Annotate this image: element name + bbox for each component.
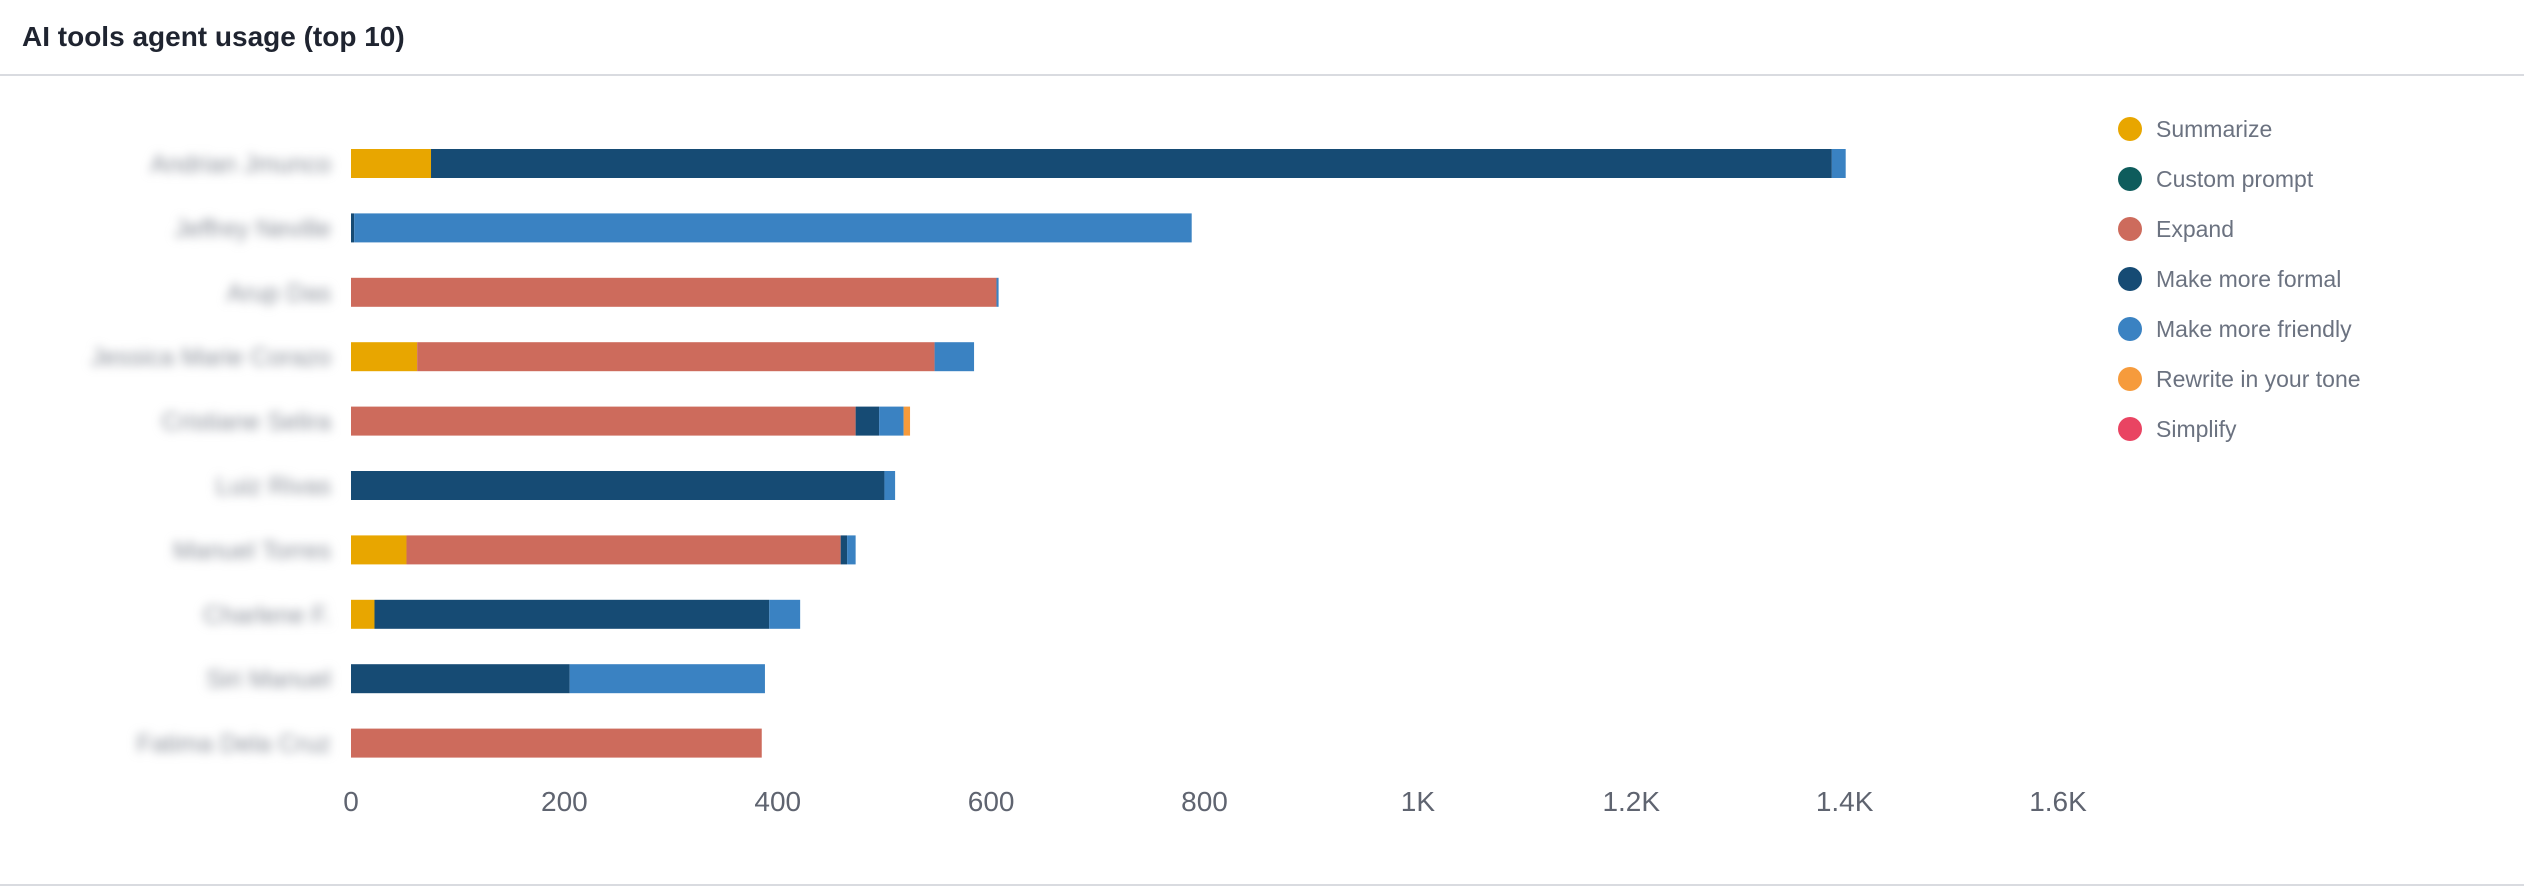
bar-segment-make-more-formal[interactable]: [431, 149, 1832, 178]
legend-swatch: [2118, 417, 2142, 441]
bar-segment-make-more-friendly[interactable]: [847, 535, 856, 565]
bar-segment-make-more-formal[interactable]: [374, 599, 770, 629]
legend-label: Expand: [2156, 215, 2235, 242]
y-axis-label: Fatima Dela Cruz: [137, 730, 332, 758]
bar-segment-make-more-formal[interactable]: [351, 664, 570, 694]
legend-label: Make more friendly: [2156, 315, 2352, 342]
chart-legend: Summarize Custom prompt Expand Make more fo…: [2118, 104, 2361, 454]
bar-segment-make-more-formal[interactable]: [351, 213, 355, 243]
legend-swatch: [2118, 267, 2142, 291]
y-axis-label: Jeffrey Neville: [174, 215, 331, 243]
bar-group: [351, 149, 1846, 758]
legend-item[interactable]: Rewrite in your tone: [2118, 354, 2361, 404]
legend-item[interactable]: Simplify: [2118, 404, 2361, 454]
x-axis-tick-label: 200: [541, 786, 588, 817]
bar-segment-make-more-formal[interactable]: [351, 471, 885, 500]
legend-label: Rewrite in your tone: [2156, 365, 2361, 392]
bar-segment-summarize[interactable]: [351, 342, 418, 372]
legend-item[interactable]: Expand: [2118, 204, 2361, 254]
bar-segment-expand[interactable]: [417, 342, 935, 372]
bar-segment-expand[interactable]: [351, 728, 762, 758]
bar-segment-make-more-friendly[interactable]: [569, 664, 765, 694]
bar-segment-make-more-friendly[interactable]: [996, 277, 999, 307]
x-axis-tick-label: 400: [754, 786, 801, 817]
bar-segment-expand[interactable]: [351, 277, 997, 307]
y-axis-label: Siri Manuel: [206, 666, 331, 694]
bar-segment-make-more-friendly[interactable]: [769, 599, 801, 629]
bar-segment-make-more-formal[interactable]: [840, 535, 848, 565]
bar-segment-make-more-friendly[interactable]: [354, 213, 1192, 243]
legend-label: Summarize: [2156, 115, 2273, 142]
x-axis-tick-label: 1.6K: [2029, 786, 2087, 817]
panel-header: AI tools agent usage (top 10): [0, 0, 2524, 76]
y-axis-label: Andrian Jmunco: [150, 151, 331, 179]
y-axis-labels: Andrian Jmunco Jeffrey Neville Arup Das Jes…: [91, 151, 331, 759]
bar-segment-expand[interactable]: [406, 535, 841, 565]
y-axis-label: Manuel Torres: [173, 537, 331, 565]
panel-bottom-border: [0, 884, 2524, 886]
y-axis-label: Jessica Marie Corazo: [91, 344, 331, 372]
x-axis-tick-label: 1.2K: [1602, 786, 1660, 817]
bar-segment-expand[interactable]: [351, 406, 856, 436]
legend-item[interactable]: Make more formal: [2118, 254, 2361, 304]
bar-segment-make-more-formal[interactable]: [855, 406, 880, 436]
x-axis-tick-label: 1K: [1401, 786, 1436, 817]
bar-segment-make-more-friendly[interactable]: [1831, 149, 1846, 178]
y-axis-label: Charlene F.: [203, 601, 331, 629]
legend-swatch: [2118, 167, 2142, 191]
x-axis-tick-label: 800: [1181, 786, 1228, 817]
bar-segment-summarize[interactable]: [351, 599, 375, 629]
legend-swatch: [2118, 317, 2142, 341]
legend-swatch: [2118, 117, 2142, 141]
y-axis-label: Arup Das: [227, 279, 331, 307]
bar-segment-make-more-friendly[interactable]: [884, 471, 896, 500]
legend-label: Make more formal: [2156, 265, 2342, 292]
bar-segment-rewrite-in-your-tone[interactable]: [903, 406, 911, 436]
legend-swatch: [2118, 217, 2142, 241]
x-axis-tick-label: 1.4K: [1816, 786, 1874, 817]
legend-swatch: [2118, 367, 2142, 391]
bar-segment-summarize[interactable]: [351, 535, 407, 565]
x-axis-tick-label: 600: [968, 786, 1015, 817]
legend-label: Simplify: [2156, 415, 2237, 442]
y-axis-label: Luiz Rivas: [216, 473, 331, 501]
panel-title: AI tools agent usage (top 10): [22, 21, 405, 52]
bar-segment-make-more-friendly[interactable]: [879, 406, 904, 436]
legend-item[interactable]: Summarize: [2118, 104, 2361, 154]
x-axis-ticks: 0 200 400 600 800 1K 1.2K 1.4K 1.6K: [343, 786, 2087, 817]
legend-label: Custom prompt: [2156, 165, 2314, 192]
legend-item[interactable]: Make more friendly: [2118, 304, 2361, 354]
bar-segment-make-more-friendly[interactable]: [934, 342, 975, 372]
x-axis-tick-label: 0: [343, 786, 359, 817]
bar-segment-summarize[interactable]: [351, 149, 432, 178]
legend-item[interactable]: Custom prompt: [2118, 154, 2361, 204]
y-axis-label: Cristiane Selira: [161, 408, 331, 436]
